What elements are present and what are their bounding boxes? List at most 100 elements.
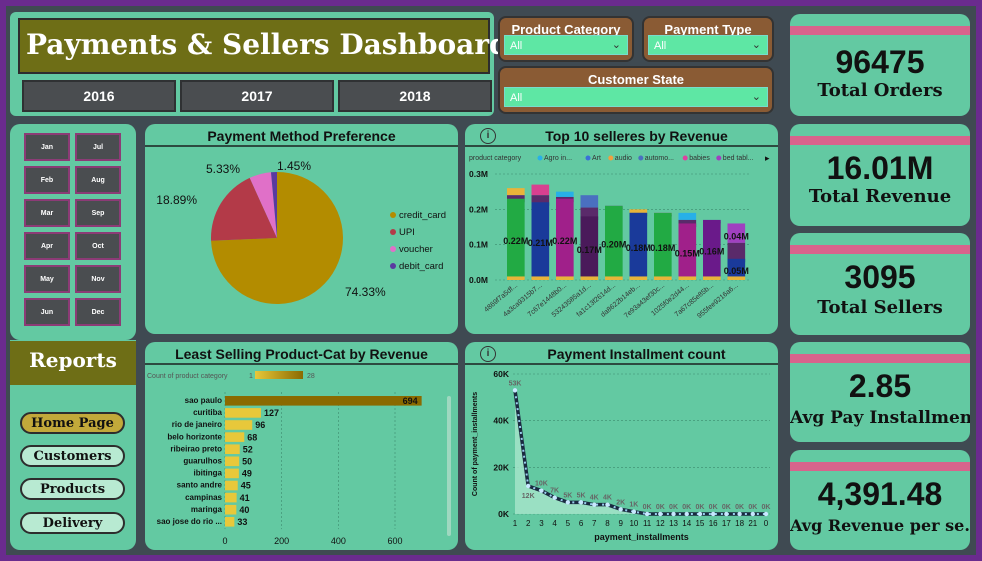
bar-main-segment[interactable] [703, 219, 721, 277]
data-point[interactable] [578, 500, 584, 505]
payment-type-slicer[interactable]: Payment Type All ⌄ [642, 16, 774, 62]
legend-label[interactable]: Agro in... [544, 155, 572, 162]
bar-main-segment[interactable] [629, 212, 648, 277]
bar-segment[interactable] [507, 195, 525, 203]
data-point[interactable] [763, 511, 769, 517]
bar-segment[interactable] [629, 276, 648, 280]
bar[interactable] [225, 456, 240, 467]
bar[interactable] [225, 396, 422, 406]
pie-slice-credit_card[interactable] [211, 172, 343, 304]
month-button-feb[interactable]: Feb [24, 166, 70, 194]
data-point[interactable] [737, 511, 742, 517]
legend-label[interactable]: Art [592, 155, 601, 162]
pie-slice-debit_card[interactable] [270, 172, 277, 238]
bar-segment[interactable] [727, 223, 746, 243]
bar-segment[interactable] [580, 195, 599, 208]
bar-segment[interactable] [703, 276, 721, 280]
bar-main-segment[interactable] [531, 202, 550, 277]
bar-segment[interactable] [556, 191, 574, 197]
data-point[interactable] [631, 509, 637, 514]
chevron-down-icon[interactable]: ⌄ [611, 39, 621, 51]
data-point[interactable] [512, 388, 518, 393]
data-point[interactable] [552, 495, 557, 500]
bar[interactable] [225, 444, 240, 454]
bar-segment[interactable] [531, 195, 550, 206]
month-button-jun[interactable]: Jun [24, 298, 70, 326]
bar-main-segment[interactable] [580, 216, 599, 277]
pie-slice-voucher[interactable] [249, 172, 277, 238]
data-point[interactable] [710, 511, 716, 517]
pie-slice-UPI[interactable] [211, 177, 277, 241]
legend-label[interactable]: audio [615, 155, 632, 162]
customers-button[interactable]: Customers [20, 445, 125, 467]
bar-main-segment[interactable] [678, 223, 697, 277]
info-icon[interactable]: i [480, 128, 496, 144]
data-point[interactable] [592, 502, 597, 507]
product-category-slicer[interactable]: Product Category All ⌄ [498, 16, 634, 62]
year-button-2017[interactable]: 2017 [180, 80, 334, 112]
products-button[interactable]: Products [20, 478, 125, 500]
bar-segment[interactable] [654, 276, 672, 280]
data-point[interactable] [671, 511, 676, 517]
legend-label[interactable]: automo... [645, 155, 674, 162]
bar-main-segment[interactable] [654, 212, 672, 277]
scrollbar[interactable] [447, 396, 451, 536]
month-button-apr[interactable]: Apr [24, 232, 70, 260]
bar[interactable] [225, 408, 261, 418]
home-page-button[interactable]: Home Page [20, 412, 125, 434]
month-button-may[interactable]: May [24, 265, 70, 293]
bar-segment[interactable] [678, 212, 697, 220]
bar-segment[interactable] [605, 276, 623, 280]
legend-scroll-icon[interactable]: ▸ [765, 153, 770, 163]
bar-main-segment[interactable] [727, 258, 746, 277]
bar[interactable] [225, 468, 239, 479]
customer-state-slicer[interactable]: Customer State All ⌄ [498, 66, 774, 114]
bar-segment[interactable] [727, 242, 746, 263]
data-point[interactable] [565, 500, 571, 505]
month-button-dec[interactable]: Dec [75, 298, 121, 326]
year-button-2018[interactable]: 2018 [338, 80, 492, 112]
bar-segment[interactable] [556, 276, 574, 280]
data-point[interactable] [750, 511, 755, 517]
bar-segment[interactable] [531, 276, 550, 280]
data-point[interactable] [644, 511, 650, 517]
bar[interactable] [225, 517, 235, 527]
delivery-button[interactable]: Delivery [20, 512, 125, 534]
data-point[interactable] [526, 483, 531, 489]
bar[interactable] [225, 492, 237, 503]
bar-segment[interactable] [678, 276, 697, 280]
year-button-2016[interactable]: 2016 [22, 80, 176, 112]
bar-segment[interactable] [507, 188, 525, 196]
data-point[interactable] [618, 507, 623, 512]
bar[interactable] [225, 432, 245, 442]
data-point[interactable] [724, 511, 729, 517]
payment-type-dropdown[interactable]: All ⌄ [648, 35, 768, 55]
chevron-down-icon[interactable]: ⌄ [751, 39, 761, 51]
month-button-sep[interactable]: Sep [75, 199, 121, 227]
product-category-dropdown[interactable]: All ⌄ [504, 35, 628, 55]
month-button-mar[interactable]: Mar [24, 199, 70, 227]
bar-segment[interactable] [580, 276, 599, 280]
bar[interactable] [225, 480, 238, 491]
month-button-jan[interactable]: Jan [24, 133, 70, 161]
data-point[interactable] [658, 511, 663, 517]
info-icon[interactable]: i [480, 346, 496, 362]
month-button-jul[interactable]: Jul [75, 133, 121, 161]
bar-main-segment[interactable] [507, 198, 525, 277]
bar-segment[interactable] [531, 184, 550, 196]
bar-segment[interactable] [629, 209, 648, 213]
data-point[interactable] [697, 511, 703, 517]
bar-main-segment[interactable] [556, 198, 574, 277]
bar[interactable] [225, 420, 253, 430]
data-point[interactable] [605, 502, 610, 507]
month-button-nov[interactable]: Nov [75, 265, 121, 293]
bar-segment[interactable] [507, 276, 525, 280]
data-point[interactable] [684, 511, 689, 517]
bar-main-segment[interactable] [605, 205, 623, 277]
customer-state-dropdown[interactable]: All ⌄ [504, 87, 768, 107]
chevron-down-icon[interactable]: ⌄ [751, 91, 761, 103]
data-point[interactable] [539, 488, 544, 493]
month-button-aug[interactable]: Aug [75, 166, 121, 194]
legend-label[interactable]: bed tabl... [723, 155, 754, 162]
bar-segment[interactable] [727, 276, 746, 280]
